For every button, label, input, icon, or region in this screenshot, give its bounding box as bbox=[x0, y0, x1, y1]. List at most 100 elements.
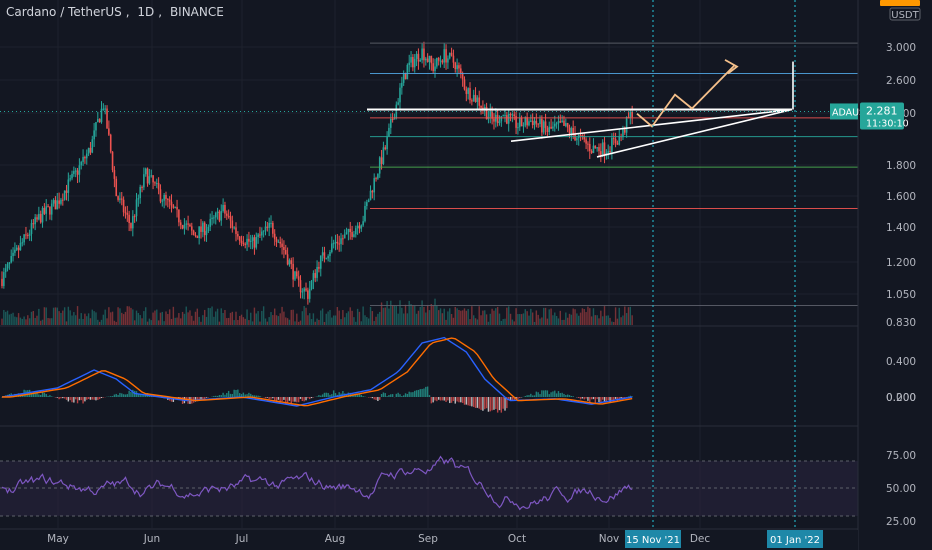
macd-hist-bar bbox=[286, 397, 289, 404]
volume-bar bbox=[506, 307, 508, 325]
volume-bar bbox=[3, 309, 5, 325]
candle-body bbox=[262, 230, 265, 232]
macd-hist-bar bbox=[292, 397, 294, 402]
volume-bar bbox=[23, 316, 25, 325]
volume-bar bbox=[371, 311, 374, 325]
macd-hist-bar bbox=[493, 397, 495, 410]
macd-hist-bar bbox=[535, 391, 538, 397]
volume-bar bbox=[338, 310, 340, 325]
price-tick-label: 3.000 bbox=[886, 42, 916, 54]
candle-body bbox=[202, 222, 204, 232]
volume-bar bbox=[4, 311, 7, 325]
volume-bar bbox=[67, 306, 70, 325]
price-tick-label: 1.400 bbox=[886, 222, 916, 234]
macd-hist-bar bbox=[587, 397, 589, 401]
currency-label: USDT bbox=[891, 10, 919, 21]
candle-body bbox=[137, 198, 140, 200]
candle-body bbox=[491, 110, 493, 119]
macd-hist-bar bbox=[80, 397, 82, 401]
macd-hist-bar bbox=[487, 397, 490, 412]
candle-body bbox=[572, 127, 574, 134]
volume-bar bbox=[487, 321, 490, 325]
volume-bar bbox=[30, 311, 33, 325]
macd-hist-bar bbox=[500, 397, 503, 413]
volume-bar bbox=[544, 307, 547, 325]
candle-body bbox=[167, 198, 169, 200]
candle-body bbox=[277, 241, 280, 243]
candle-body bbox=[528, 121, 530, 126]
macd-hist-bar bbox=[58, 397, 60, 400]
macd-hist-bar bbox=[60, 397, 62, 399]
candle-body bbox=[561, 120, 563, 123]
volume-bar bbox=[373, 321, 375, 325]
macd-hist-bar bbox=[565, 395, 567, 397]
volume-bar bbox=[625, 313, 628, 325]
macd-hist-bar bbox=[543, 390, 545, 397]
macd-hist-bar bbox=[506, 397, 508, 409]
volume-bar bbox=[379, 311, 381, 325]
macd-hist-bar bbox=[205, 397, 208, 398]
macd-hist-bar bbox=[250, 393, 252, 397]
macd-hist-bar bbox=[437, 397, 440, 400]
macd-hist-bar bbox=[463, 397, 466, 405]
volume-bar bbox=[251, 321, 254, 325]
candle-body bbox=[331, 243, 333, 252]
macd-hist-bar bbox=[402, 395, 405, 397]
macd-hist-bar bbox=[397, 392, 399, 397]
candle-body bbox=[377, 173, 379, 179]
volume-bar bbox=[60, 312, 62, 325]
macd-hist-bar bbox=[434, 397, 436, 401]
macd-hist-bar bbox=[465, 397, 468, 405]
macd-hist-bar bbox=[320, 395, 322, 397]
rsi-line bbox=[1, 455, 633, 511]
volume-bar bbox=[189, 310, 191, 325]
volume-bar bbox=[555, 315, 558, 325]
volume-bar bbox=[631, 315, 633, 325]
candle-body bbox=[347, 228, 350, 233]
candle-body bbox=[500, 116, 503, 122]
macd-hist-bar bbox=[388, 395, 390, 397]
candle-body bbox=[183, 224, 186, 229]
candle-body bbox=[515, 116, 517, 128]
candle-body bbox=[179, 222, 182, 226]
macd-hist-bar bbox=[546, 390, 549, 397]
volume-bar bbox=[563, 319, 565, 325]
macd-hist-bar bbox=[69, 397, 71, 401]
volume-bar bbox=[65, 321, 68, 325]
macd-hist-bar bbox=[137, 394, 140, 397]
volume-bar bbox=[87, 313, 90, 325]
candle-body bbox=[200, 226, 202, 232]
candle-body bbox=[17, 247, 20, 251]
volume-bar bbox=[347, 311, 350, 325]
candle-body bbox=[235, 227, 237, 234]
macd-hist-bar bbox=[41, 392, 44, 397]
volume-bar bbox=[95, 312, 97, 325]
macd-hist-bar bbox=[115, 393, 117, 397]
macd-hist-bar bbox=[426, 386, 429, 397]
candle-body bbox=[294, 271, 296, 280]
volume-bar bbox=[495, 308, 497, 325]
candle-body bbox=[349, 228, 352, 233]
volume-bar bbox=[275, 315, 278, 325]
candle-body bbox=[588, 144, 591, 151]
macd-hist-bar bbox=[257, 395, 259, 397]
macd-hist-bar bbox=[557, 391, 560, 397]
macd-hist-bar bbox=[618, 397, 620, 400]
candle-body bbox=[141, 186, 143, 188]
candle-body bbox=[144, 168, 147, 175]
candle-body bbox=[351, 232, 353, 237]
candle-body bbox=[471, 100, 473, 102]
volume-bar bbox=[261, 310, 263, 325]
macd-hist-bar bbox=[415, 390, 418, 397]
macd-hist-bar bbox=[589, 397, 591, 403]
macd-hist-bar bbox=[561, 392, 563, 397]
candle-body bbox=[273, 233, 276, 240]
interval-label[interactable]: 1D bbox=[137, 5, 155, 19]
candle-body bbox=[65, 190, 68, 193]
candle-body bbox=[240, 240, 243, 243]
volume-bar bbox=[244, 318, 246, 325]
volume-bar bbox=[135, 310, 138, 325]
candle-body bbox=[117, 196, 119, 200]
